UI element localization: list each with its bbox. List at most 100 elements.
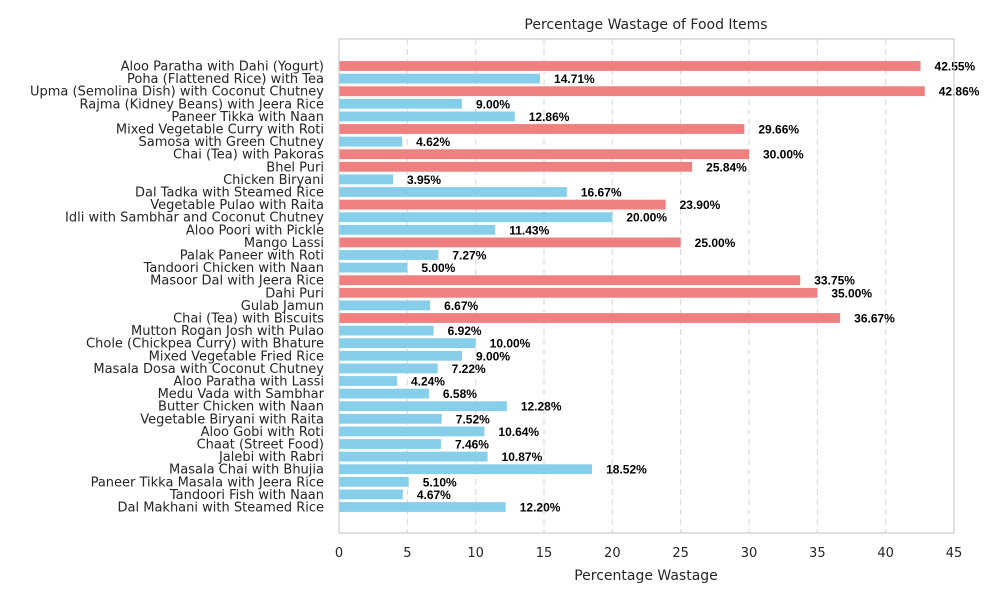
x-axis-label: Percentage Wastage bbox=[574, 568, 718, 584]
value-label: 4.24% bbox=[411, 375, 445, 389]
value-label: 18.52% bbox=[606, 463, 647, 477]
value-label: 42.86% bbox=[939, 85, 980, 99]
bar bbox=[339, 73, 541, 84]
category-label: Paneer Tikka Masala with Jeera Rice bbox=[91, 475, 324, 490]
category-label: Idli with Sambhar and Coconut Chutney bbox=[65, 211, 324, 226]
value-label: 35.00% bbox=[831, 286, 872, 300]
bar bbox=[339, 502, 506, 512]
bar bbox=[339, 61, 921, 71]
category-label: Bhel Puri bbox=[266, 160, 324, 175]
value-label: 6.58% bbox=[443, 387, 477, 401]
x-tick-label: 20 bbox=[604, 546, 621, 561]
value-label: 3.95% bbox=[407, 173, 441, 187]
category-label: Rajma (Kidney Beans) with Jeera Rice bbox=[80, 97, 325, 112]
category-label: Aloo Paratha with Dahi (Yogurt) bbox=[121, 60, 324, 75]
bar bbox=[339, 111, 515, 122]
bar bbox=[339, 413, 442, 424]
category-label: Masala Dosa with Coconut Chutney bbox=[93, 362, 324, 377]
value-label: 12.28% bbox=[521, 400, 562, 414]
category-label: Poha (Flattened Rice) with Tea bbox=[127, 72, 324, 87]
category-label: Mixed Vegetable Curry with Roti bbox=[116, 123, 324, 138]
value-label: 7.22% bbox=[452, 362, 486, 376]
value-label: 36.67% bbox=[854, 312, 895, 326]
value-label: 16.67% bbox=[581, 186, 622, 200]
bar bbox=[339, 426, 485, 437]
x-tick-label: 40 bbox=[877, 546, 894, 561]
bar bbox=[339, 451, 488, 462]
bar bbox=[339, 98, 462, 109]
category-labels: Aloo Paratha with Dahi (Yogurt)Poha (Fla… bbox=[30, 60, 325, 516]
x-tick-label: 10 bbox=[467, 546, 484, 561]
category-label: Chicken Biryani bbox=[223, 173, 324, 188]
bar bbox=[339, 199, 666, 210]
bar bbox=[339, 439, 441, 449]
bar bbox=[339, 174, 393, 185]
value-label: 7.46% bbox=[455, 438, 489, 452]
x-tick-label: 25 bbox=[672, 546, 689, 561]
bar bbox=[339, 388, 429, 399]
bar bbox=[339, 325, 434, 336]
x-axis-ticks: 0 5 10 15 20 25 30 35 40 45 bbox=[335, 546, 962, 561]
value-label: 42.55% bbox=[935, 60, 976, 74]
category-label: Aloo Paratha with Lassi bbox=[173, 375, 324, 390]
bar bbox=[339, 187, 567, 197]
value-label: 9.00% bbox=[476, 349, 510, 363]
category-label: Palak Paneer with Roti bbox=[180, 249, 324, 264]
category-label: Mutton Rogan Josh with Pulao bbox=[131, 324, 324, 339]
bar bbox=[339, 149, 749, 160]
category-label: Chai (Tea) with Pakoras bbox=[173, 148, 324, 163]
category-label: Paneer Tikka with Naan bbox=[171, 110, 324, 125]
bar bbox=[339, 363, 438, 374]
value-label: 7.27% bbox=[452, 249, 486, 263]
category-label: Mango Lassi bbox=[244, 236, 324, 251]
x-tick-label: 15 bbox=[536, 546, 553, 561]
value-label: 11.43% bbox=[509, 223, 549, 237]
value-labels: 42.55% 14.71% 42.86% 9.00% 12.86% 29.66% 4.62%… bbox=[407, 60, 980, 515]
category-label: Vegetable Pulao with Raita bbox=[150, 198, 324, 213]
bar bbox=[339, 262, 408, 273]
chart-title: Percentage Wastage of Food Items bbox=[524, 17, 767, 33]
value-label: 6.67% bbox=[444, 299, 478, 313]
bar bbox=[339, 464, 593, 475]
plot-frame bbox=[338, 38, 955, 534]
category-label: Tandoori Fish with Naan bbox=[169, 488, 324, 503]
bar bbox=[339, 338, 476, 349]
category-label: Upma (Semolina Dish) with Coconut Chutne… bbox=[30, 85, 324, 100]
category-label: Jalebi with Rabri bbox=[218, 450, 324, 465]
category-label: Masoor Dal with Jeera Rice bbox=[150, 274, 324, 289]
bar bbox=[339, 313, 841, 323]
bar bbox=[339, 376, 397, 386]
value-label: 4.62% bbox=[416, 135, 450, 149]
value-label: 33.75% bbox=[814, 274, 855, 288]
bar bbox=[339, 401, 507, 412]
value-label: 10.00% bbox=[490, 337, 531, 351]
category-label: Chole (Chickpea Curry) with Bhature bbox=[86, 337, 324, 352]
value-label: 25.84% bbox=[706, 160, 747, 174]
bar bbox=[339, 250, 439, 260]
bar bbox=[339, 136, 403, 147]
category-label: Masala Chai with Bhujia bbox=[169, 463, 324, 478]
category-label: Aloo Gobi with Roti bbox=[201, 425, 324, 440]
category-label: Butter Chicken with Naan bbox=[158, 400, 324, 415]
value-label: 9.00% bbox=[476, 97, 510, 111]
bar bbox=[339, 86, 925, 97]
category-label: Aloo Poori with Pickle bbox=[186, 223, 324, 238]
bar bbox=[339, 161, 693, 172]
bars bbox=[339, 61, 925, 512]
value-label: 23.90% bbox=[680, 198, 721, 212]
bar bbox=[339, 350, 462, 361]
category-label: Tandoori Chicken with Naan bbox=[143, 261, 324, 276]
category-label: Samosa with Green Chutney bbox=[138, 135, 324, 150]
category-label: Medu Vada with Sambhar bbox=[158, 387, 325, 402]
value-label: 14.71% bbox=[554, 72, 595, 86]
bar bbox=[339, 300, 431, 311]
x-tick-label: 30 bbox=[741, 546, 758, 561]
value-label: 12.20% bbox=[520, 501, 561, 515]
value-label: 7.52% bbox=[456, 412, 490, 426]
category-label: Vegetable Biryani with Raita bbox=[140, 412, 324, 427]
value-label: 4.67% bbox=[417, 488, 451, 502]
value-label: 29.66% bbox=[758, 123, 799, 137]
bar bbox=[339, 237, 681, 248]
